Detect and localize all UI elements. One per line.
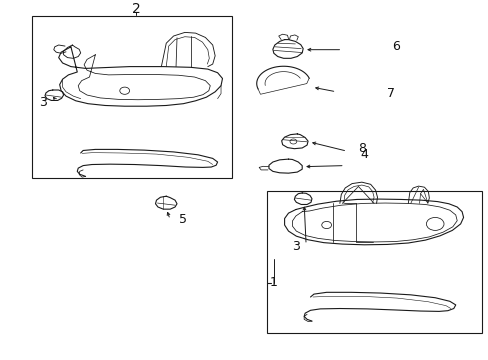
- Bar: [32, 16, 232, 178]
- Text: 8: 8: [357, 142, 365, 155]
- Text: 6: 6: [391, 40, 399, 53]
- Bar: [266, 191, 481, 333]
- Text: 3: 3: [39, 96, 47, 109]
- Text: 1: 1: [269, 276, 277, 289]
- Text: 2: 2: [131, 2, 140, 16]
- Text: 5: 5: [179, 213, 187, 226]
- Text: 3: 3: [291, 240, 299, 253]
- Text: 7: 7: [386, 87, 394, 100]
- Text: 4: 4: [360, 148, 367, 161]
